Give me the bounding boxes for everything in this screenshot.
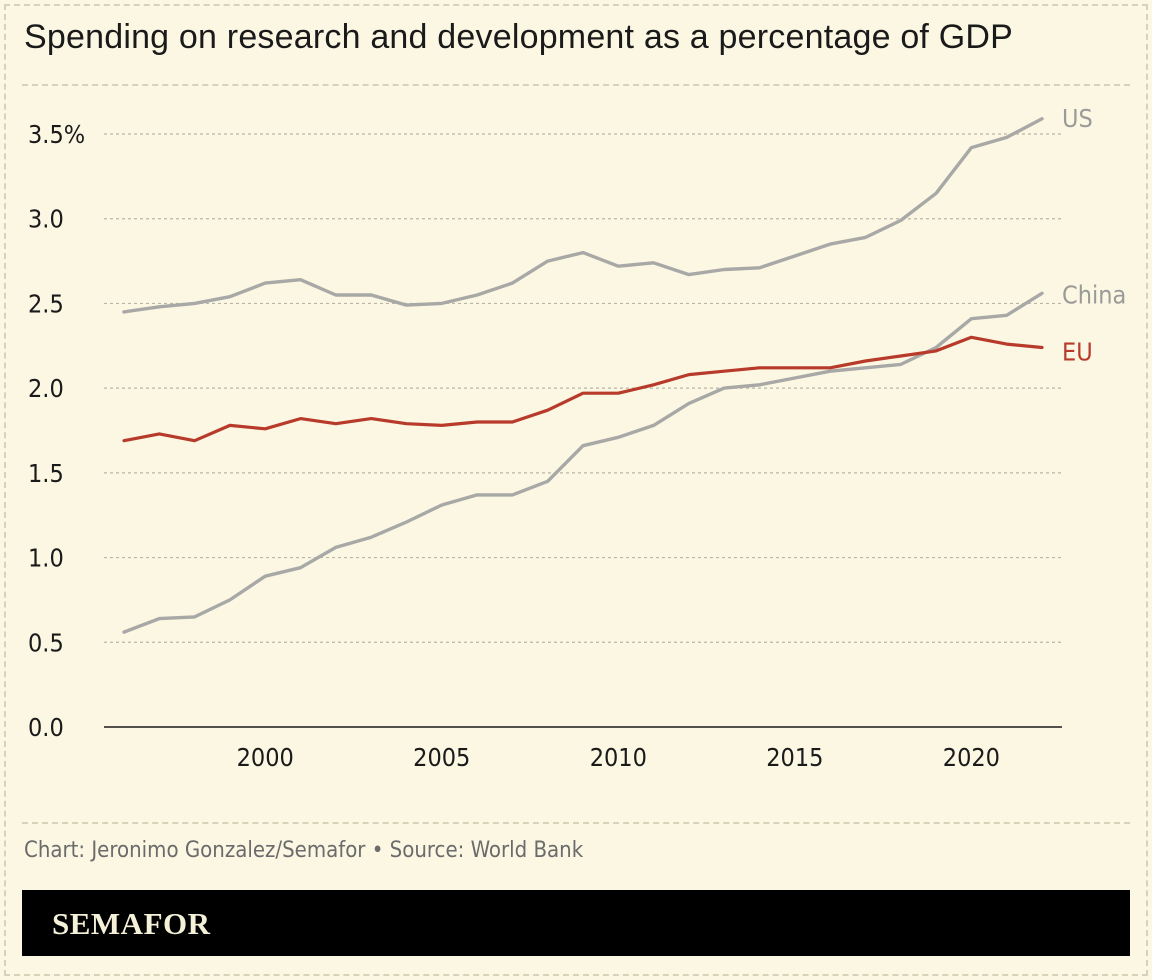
series-label-eu: EU <box>1062 337 1093 366</box>
y-tick-label: 1.5 <box>28 459 64 488</box>
y-tick-label: 0.5 <box>28 628 64 657</box>
x-tick-label: 2020 <box>943 743 1000 772</box>
series-labels: US China EU <box>1062 104 1126 367</box>
y-tick-label: 1.0 <box>28 544 64 573</box>
source-credit: Chart: Jeronimo Gonzalez/Semafor • Sourc… <box>24 838 584 863</box>
series-line-eu <box>122 335 1044 443</box>
y-tick-label: 2.0 <box>28 374 64 403</box>
chart-title: Spending on research and development as … <box>24 18 1014 56</box>
chart-frame <box>4 4 1148 976</box>
bottom-divider <box>22 822 1130 824</box>
y-tick-label: 2.5 <box>28 289 64 318</box>
brand-footer: SEMAFOR <box>22 890 1130 956</box>
line-chart: 0.00.51.01.52.02.53.03.5% 2000 2005 2010 20… <box>28 104 1126 772</box>
series-label-us: US <box>1062 104 1093 133</box>
series-line-china <box>122 291 1044 634</box>
series-line-us <box>122 117 1044 314</box>
series-label-china: China <box>1062 280 1126 309</box>
series-lines <box>122 117 1044 634</box>
y-axis-tick-labels: 0.0 0.5 1.0 1.5 2.0 2.5 3.0 3.5% <box>28 120 85 742</box>
x-tick-label: 2000 <box>237 743 294 772</box>
y-tick-label: 0.0 <box>28 713 64 742</box>
grid-lines <box>104 133 1062 643</box>
x-tick-label: 2010 <box>590 743 647 772</box>
x-tick-label: 2005 <box>413 743 470 772</box>
y-tick-label: 3.5% <box>28 120 85 149</box>
y-tick-label: 3.0 <box>28 205 64 234</box>
brand-logo: SEMAFOR <box>52 906 211 941</box>
x-axis-tick-labels: 2000 2005 2010 2015 2020 <box>237 743 1000 772</box>
x-tick-label: 2015 <box>766 743 823 772</box>
top-divider <box>22 84 1130 86</box>
